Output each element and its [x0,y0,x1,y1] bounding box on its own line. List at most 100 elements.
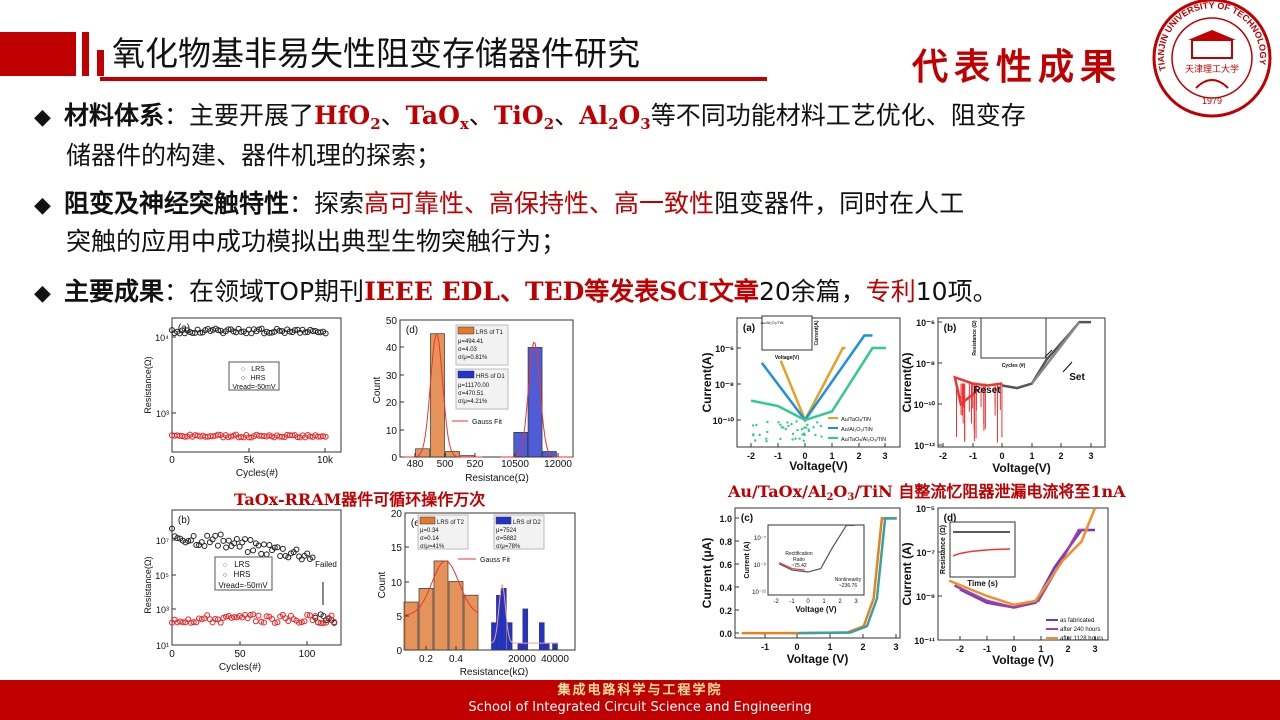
lrs-point [206,616,213,623]
bullet-highlight: 专利 [865,277,916,306]
iv-curve [797,517,897,635]
hrs-point [277,553,284,560]
x-tick-label: 50 [234,649,246,660]
y-tick-label: 10⁻¹⁰ [713,416,735,426]
data-point [790,422,793,426]
inset-x-tick: 0 [806,599,810,605]
y-tick-label: 10⁻⁶ [715,344,734,354]
data-point [758,433,761,437]
plot-frame [736,317,901,448]
material-taox: TaOx [405,101,469,133]
histogram-bar [506,622,513,651]
data-point [794,437,797,440]
iv-curve [953,528,1090,609]
x-tick-label: 2 [1065,644,1070,654]
data-point [803,426,806,429]
diamond-bullet-icon: ◆ [34,105,51,130]
y-tick-label: 10³ [156,409,169,419]
y-tick-label: 10⁷ [156,536,169,546]
histogram-bar [544,642,550,651]
data-point [804,426,808,429]
data-point [802,439,806,442]
inset-x-tick: 2 [838,599,842,605]
legend-swatch [457,326,475,335]
separator: ： [164,101,190,130]
iv-curve [1030,321,1081,385]
y-axis-label: Resistance(Ω) [143,356,153,413]
iv-curve [750,346,886,422]
histogram-bar [433,560,449,651]
lrs-point [198,616,205,623]
data-point [795,420,798,423]
data-point [812,426,815,429]
y-tick-label: 10⁻⁸ [916,359,935,369]
x-tick-label: 0 [1011,644,1016,654]
bullet-heading: 材料体系 [64,101,165,130]
diamond-bullet-icon: ◆ [34,281,51,306]
inset-note: Nonlinearity [835,577,862,583]
iv-curve [760,334,873,423]
inset-x-label: Time (s) [967,579,998,588]
hrs-point [215,327,222,334]
bullet-highlight: IEEE EDL、TED等发表SCI文章 [364,277,759,306]
inset-curve [952,548,1011,557]
x-axis-label: Voltage (V) [992,653,1054,667]
legend-entry: after 240 hours [1060,627,1100,633]
lrs-point [289,432,296,439]
lrs-point [220,614,227,621]
x-axis-label: Voltage (V) [787,652,849,666]
inset-frame [980,317,1047,359]
y-tick-label: 0.2 [719,606,732,616]
lrs-point [238,433,245,440]
lrs-point [225,434,232,441]
inset-note: ~236.76 [839,583,857,589]
histogram-bar [522,608,529,651]
lrs-point [255,612,262,619]
separator: 、 [380,101,406,130]
histogram-bar [418,587,434,651]
x-axis-label: Voltage(V) [789,459,847,473]
lrs-point [328,612,335,619]
plot-frame [734,507,901,639]
x-tick-label: 100 [299,649,316,660]
title-underline [100,77,767,81]
x-tick-label: 2 [860,642,865,652]
hrs-point [193,541,200,548]
x-tick-label: 480 [407,459,424,470]
x-tick-label: 0 [169,649,175,660]
inset-note: Rectification [785,551,812,557]
y-tick-label: 10⁻¹⁰ [914,400,936,410]
legend-entry: Au/TaOₓ/Al₂O₃/TiN [841,437,886,443]
legend-stat: σ/μ=78% [496,544,521,550]
lrs-point [190,619,197,626]
x-tick-label: -2 [939,451,947,461]
data-point [779,437,782,441]
hrs-point [198,539,205,546]
title-accent-bar [97,50,104,76]
lrs-point [204,612,211,619]
x-axis-label: Cycles(#) [236,468,278,479]
legend-swatch [457,370,475,379]
legend-stat: σ=5882 [496,536,517,542]
data-point [766,420,769,424]
hrs-point [239,539,246,546]
hrs-point [250,547,257,554]
legend-box [228,361,280,391]
y-tick-label: 10¹ [156,641,169,651]
x-tick-label: 0 [802,451,807,461]
figure-caption-right: Au/TaOx/Al2O3/TiN 自整流忆阻器泄漏电流将至1nA [728,482,1126,503]
y-tick-label: 10⁻⁶ [916,318,935,328]
legend-stat: μ=494.41 [458,339,484,345]
data-point [787,424,790,428]
y-tick-label: 5 [396,612,402,623]
title-accent-block [0,32,76,76]
y-axis-label: Current (A) [900,542,914,605]
lrs-point [269,615,276,622]
y-tick-label: 10⁵ [155,571,169,581]
hrs-point [247,536,254,543]
y-tick-label: 20 [391,509,403,520]
hrs-point [201,543,208,550]
material-hfo2: HfO2 [314,101,381,133]
legend-entry: HRS of D1 [476,374,505,380]
inset-x-tick: 3 [854,599,858,605]
